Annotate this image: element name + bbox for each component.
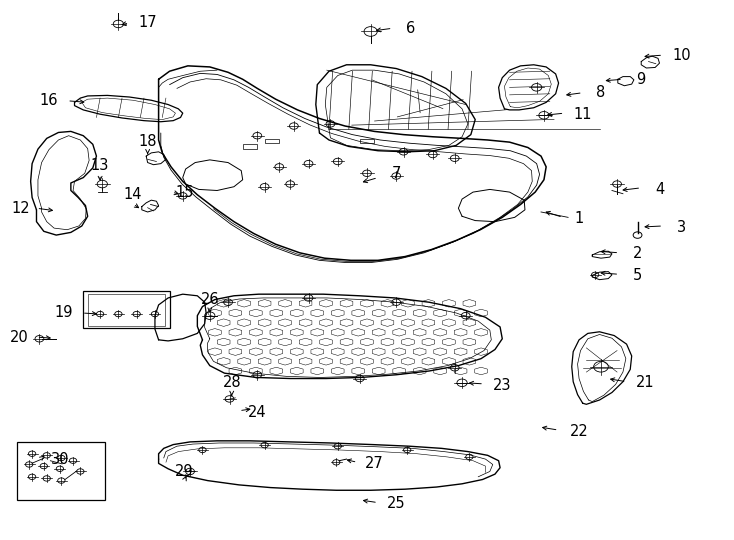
Text: 2: 2 bbox=[633, 246, 642, 261]
Text: 9: 9 bbox=[636, 72, 646, 87]
Bar bbox=[360, 139, 374, 143]
Text: 30: 30 bbox=[51, 451, 69, 467]
Text: 25: 25 bbox=[387, 496, 406, 511]
Text: 18: 18 bbox=[139, 133, 157, 148]
Text: 3: 3 bbox=[677, 220, 686, 234]
Text: 19: 19 bbox=[54, 306, 73, 320]
Text: 10: 10 bbox=[672, 48, 691, 63]
Bar bbox=[265, 139, 279, 143]
Text: 29: 29 bbox=[175, 464, 194, 479]
Text: 16: 16 bbox=[40, 93, 58, 109]
Text: 26: 26 bbox=[200, 292, 219, 307]
Text: 14: 14 bbox=[124, 187, 142, 202]
Text: 13: 13 bbox=[91, 158, 109, 173]
Text: 20: 20 bbox=[10, 329, 29, 345]
Text: 15: 15 bbox=[175, 185, 194, 200]
Text: 27: 27 bbox=[365, 456, 384, 471]
Text: 6: 6 bbox=[406, 21, 415, 36]
Text: 5: 5 bbox=[633, 268, 642, 283]
Text: 11: 11 bbox=[573, 107, 592, 122]
Bar bbox=[243, 144, 258, 148]
Text: 8: 8 bbox=[596, 85, 606, 100]
Text: 21: 21 bbox=[636, 375, 654, 390]
Bar bbox=[18, 442, 105, 500]
Text: 24: 24 bbox=[248, 405, 266, 420]
Text: 12: 12 bbox=[12, 201, 30, 215]
Bar bbox=[87, 294, 165, 326]
Text: 23: 23 bbox=[493, 378, 512, 393]
Text: 4: 4 bbox=[655, 182, 664, 197]
Bar bbox=[83, 292, 170, 328]
Text: 7: 7 bbox=[391, 166, 401, 181]
Text: 1: 1 bbox=[575, 212, 584, 226]
Text: 17: 17 bbox=[138, 15, 157, 30]
Text: 28: 28 bbox=[222, 375, 241, 390]
Text: 22: 22 bbox=[570, 424, 589, 438]
